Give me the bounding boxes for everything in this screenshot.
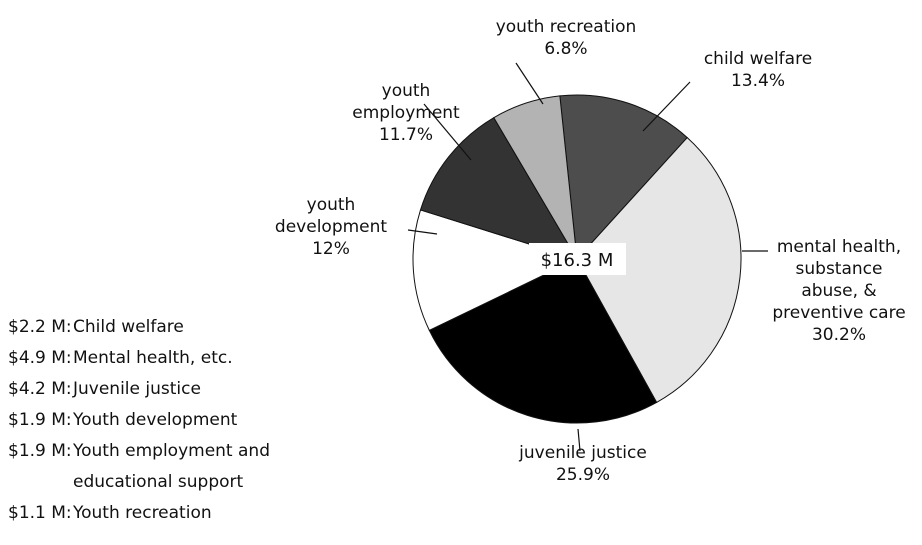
slice-name-line: juvenile justice: [518, 443, 647, 463]
pie-slice: [559, 94, 688, 261]
slice-label: juvenile justice 25.9%: [518, 443, 647, 485]
slice-label: youth recreation 6.8%: [496, 17, 637, 59]
leader-line: [515, 62, 544, 105]
legend-description: Youth recreation: [73, 503, 212, 523]
slice-name-line: abuse, &: [801, 281, 876, 301]
slice-name-line: mental health,: [777, 237, 901, 257]
legend-item: $2.2 M: Child welfare: [8, 312, 333, 343]
legend: $2.2 M: Child welfare $4.9 M: Mental health…: [8, 312, 333, 529]
pie-slice: [576, 136, 742, 404]
legend-amount: $1.9 M:: [8, 441, 72, 461]
slice-name-line: youth: [382, 81, 431, 101]
slice-percent: 12%: [312, 239, 350, 259]
slice-percent: 25.9%: [556, 465, 610, 485]
pie-slice: [428, 258, 658, 424]
legend-description: Youth employment and: [73, 441, 270, 461]
legend-item: $1.1 M: Youth recreation: [8, 498, 333, 529]
slice-name-line: preventive care: [772, 303, 905, 323]
slice-name-line: employment: [352, 103, 460, 123]
legend-item: educational support: [8, 467, 333, 498]
legend-description: Juvenile justice: [73, 379, 201, 399]
center-label-box: [529, 243, 626, 275]
legend-description: Mental health, etc.: [73, 348, 233, 368]
slice-labels: child welfare 13.4% mental health, substanc…: [275, 17, 906, 485]
legend-description: Child welfare: [73, 317, 184, 337]
legend-item: $4.9 M: Mental health, etc.: [8, 343, 333, 374]
legend-amount: [8, 467, 73, 498]
slice-percent: 30.2%: [812, 325, 866, 345]
legend-amount: $1.9 M:: [8, 410, 72, 430]
slice-percent: 13.4%: [731, 71, 785, 91]
slice-percent: 11.7%: [379, 125, 433, 145]
legend-amount: $1.1 M:: [8, 503, 72, 523]
legend-item: $1.9 M: Youth development: [8, 405, 333, 436]
legend-description: Youth development: [73, 410, 238, 430]
pie-slice: [419, 116, 579, 260]
slice-name-line: development: [275, 217, 387, 237]
legend-description: educational support: [73, 472, 244, 492]
legend-item: $1.9 M: Youth employment and: [8, 436, 333, 467]
slice-label: child welfare 13.4%: [704, 49, 812, 91]
leader-line: [642, 81, 691, 132]
pie-slice: [412, 209, 579, 332]
leader-line: [577, 428, 581, 452]
leader-line: [407, 229, 438, 235]
legend-amount: $4.2 M:: [8, 379, 72, 399]
slice-name-line: youth: [307, 195, 356, 215]
center-label: $16.3 M: [541, 250, 614, 271]
slice-name-line: youth recreation: [496, 17, 637, 37]
slice-name-line: substance: [796, 259, 883, 279]
pie-slices: [412, 94, 742, 424]
legend-amount: $2.2 M:: [8, 317, 72, 337]
slice-name-line: child welfare: [704, 49, 812, 69]
slice-label: youth development 12%: [275, 195, 387, 259]
pie-slice: [493, 95, 578, 260]
leader-line: [423, 103, 472, 161]
slice-label: youth employment 11.7%: [352, 81, 460, 145]
legend-item: $4.2 M: Juvenile justice: [8, 374, 333, 405]
legend-amount: $4.9 M:: [8, 348, 72, 368]
slice-percent: 6.8%: [544, 39, 587, 59]
slice-label: mental health, substance abuse, & preventiv…: [772, 237, 905, 345]
